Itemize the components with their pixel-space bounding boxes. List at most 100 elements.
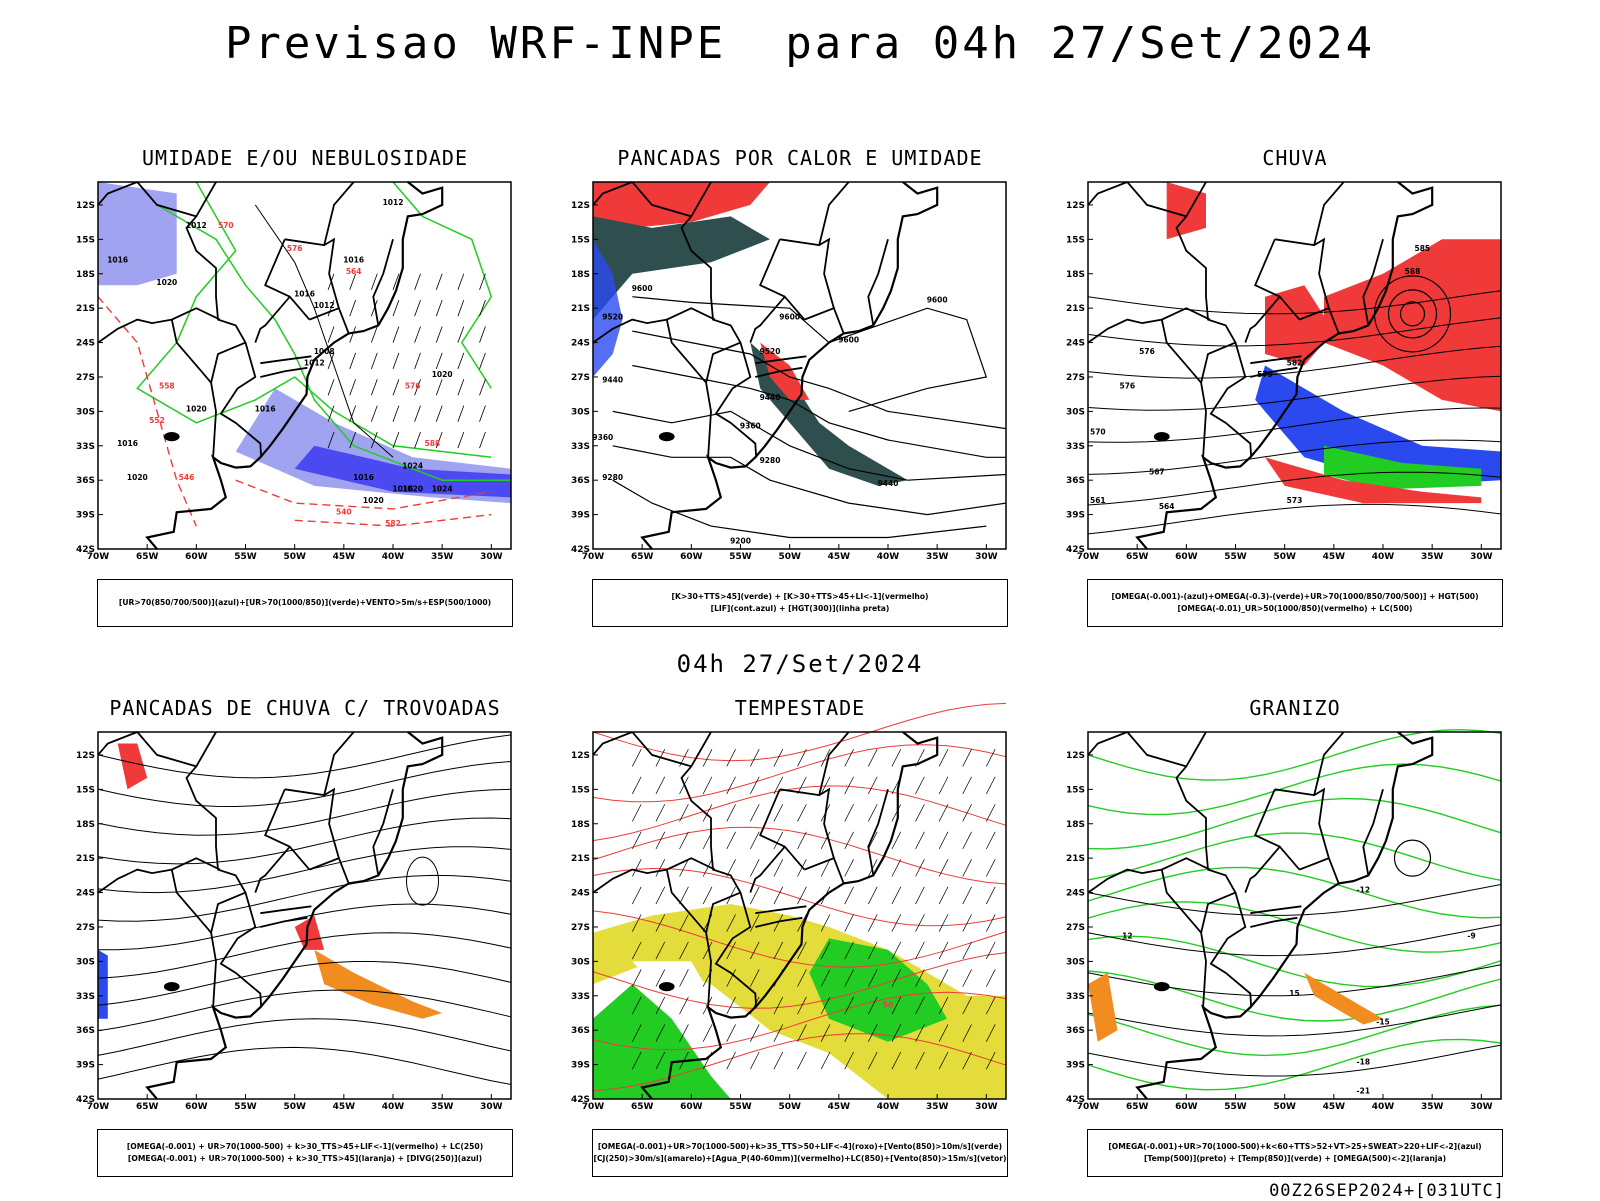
wind850-area	[809, 938, 947, 1042]
lc850-streamline	[592, 991, 1007, 1051]
lon-tick-label: 60W	[185, 1102, 208, 1112]
rh-contour	[156, 204, 511, 481]
wind-vector	[891, 969, 902, 987]
wind-vector	[435, 326, 443, 343]
border-line	[1160, 869, 1207, 1008]
lon-tick-label: 65W	[1126, 552, 1149, 562]
lat-tick-label: 30S	[76, 407, 95, 417]
lat-tick-label: 15S	[76, 235, 95, 245]
temp850-contour	[1087, 763, 1502, 816]
lon-tick-label: 70W	[87, 1102, 110, 1112]
lon-tick-label: 50W	[1273, 1102, 1296, 1112]
contour-label: 570	[218, 221, 234, 230]
border-line	[1087, 181, 1128, 206]
border-line	[1200, 341, 1236, 383]
lon-tick-label: 50W	[283, 552, 306, 562]
lon-tick-label: 40W	[382, 552, 405, 562]
wind-vector	[868, 1051, 878, 1070]
lat-tick-label: 24S	[1066, 339, 1085, 349]
wind-vector	[938, 804, 949, 822]
wind-vector	[435, 379, 443, 396]
wind-vector	[392, 273, 400, 290]
contour-label: 546	[179, 473, 195, 482]
streamline	[97, 788, 512, 836]
temp850-contour	[1087, 1004, 1502, 1057]
lon-tick-label: 60W	[680, 552, 703, 562]
lat-tick-label: 15S	[571, 785, 590, 795]
thickness-contour	[97, 296, 197, 527]
lat-tick-label: 39S	[76, 511, 95, 521]
wind-vector	[891, 996, 902, 1015]
wind-vector	[655, 1051, 666, 1070]
contour-label: 9360	[740, 422, 761, 431]
wind-vector	[726, 996, 736, 1015]
map-hail: -9 -12 -15 -18 -21 15 12 12S 15S 18S 21S 24S 27S 30S 3…	[1066, 728, 1502, 1112]
lon-tick-label: 45W	[828, 552, 851, 562]
lc850-streamline	[592, 910, 1007, 968]
lon-tick-label: 50W	[778, 1102, 801, 1112]
wind-vector	[414, 299, 421, 317]
border-line	[755, 905, 807, 915]
wind-vector	[986, 776, 996, 795]
contour-label: -12	[1357, 886, 1371, 895]
contour-label: 1016	[353, 473, 374, 482]
wind-vector	[868, 776, 878, 795]
border-line	[755, 366, 803, 378]
wind-vector	[962, 969, 972, 987]
wind-vector	[797, 914, 807, 932]
map-rain: 585 588 576 582 579 576 570 567 564 561 573 12S 15S 1…	[1066, 181, 1502, 562]
border-line	[779, 181, 850, 247]
lat-tick-label: 42S	[571, 1095, 590, 1105]
run-info: 00Z26SEP2024+[031UTC]	[1269, 1181, 1505, 1201]
streamline	[97, 961, 512, 1006]
legend-box: [OMEGA(-0.001) + UR>70(1000-500) + k>30_…	[97, 1129, 513, 1177]
lon-tick-label: 50W	[778, 552, 801, 562]
wind-vector	[655, 969, 666, 987]
contour-label: 9280	[760, 456, 781, 465]
wind-vector	[962, 1024, 972, 1042]
wind-vector	[938, 969, 949, 987]
coastline	[145, 731, 444, 1100]
wind-vector	[726, 969, 736, 987]
wind-vector	[702, 941, 713, 960]
wind-vector	[370, 405, 378, 422]
lat-tick-label: 39S	[1066, 511, 1085, 521]
wind-vector	[349, 379, 357, 396]
lc850-streamline	[592, 826, 1007, 885]
contour-label: 9600	[632, 284, 653, 293]
wind-vector	[414, 352, 421, 370]
wind-vector	[938, 1051, 949, 1070]
wind-vector	[844, 886, 854, 905]
border-line	[755, 916, 803, 928]
border-line	[372, 239, 394, 326]
wind-vector	[750, 749, 760, 767]
lat-tick-label: 15S	[571, 235, 590, 245]
wind-vector	[773, 941, 784, 960]
contour-label: 9520	[760, 347, 781, 356]
lat-tick-label: 21S	[1066, 304, 1085, 314]
lon-tick-label: 45W	[333, 552, 356, 562]
lon-tick-label: 55W	[729, 1102, 752, 1112]
humidity-core	[294, 445, 511, 498]
contour-label: 1020	[402, 485, 423, 494]
lon-tick-label: 40W	[1372, 1102, 1395, 1112]
lat-tick-label: 42S	[1066, 1095, 1085, 1105]
wind-vector	[327, 405, 335, 422]
wind-vector	[938, 996, 949, 1015]
lat-tick-label: 15S	[1066, 785, 1085, 795]
contour-label: 1016	[392, 485, 413, 494]
contour-label: 9200	[730, 536, 751, 545]
map-heat-showers: 9600 9520 9600 9520 9600 9600 9440 9440 9360 9360…	[571, 181, 1007, 562]
cyclone-contour	[1399, 301, 1426, 327]
panel-hail: GRANIZO -9 -12 -15 -18 -21 15 12 12S 15S 18S 21S 24…	[1066, 696, 1505, 1186]
wind-vector	[844, 996, 854, 1015]
streamline	[97, 1018, 512, 1056]
wind-vector	[797, 1051, 807, 1070]
border-line	[1250, 905, 1302, 915]
wind-vector	[868, 996, 878, 1015]
wind-vector	[370, 431, 378, 449]
wind-vector	[891, 859, 902, 877]
jet-area	[593, 904, 1006, 1099]
pressure-contour	[254, 204, 394, 458]
border-line	[284, 181, 355, 247]
